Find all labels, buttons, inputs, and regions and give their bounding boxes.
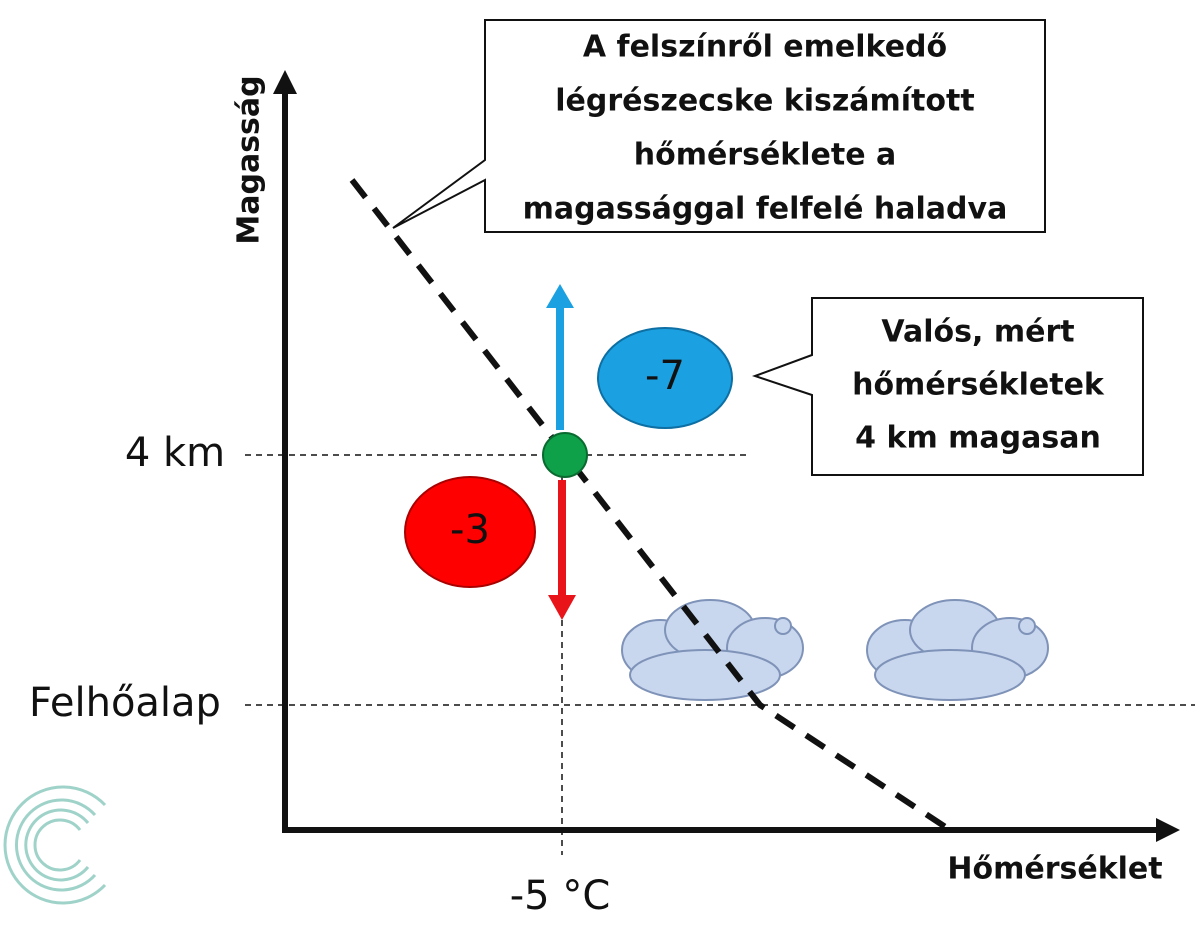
- x-axis-label: Hőmérséklet: [947, 852, 1162, 887]
- cold-bubble: [597, 327, 733, 429]
- cloud: [866, 599, 1049, 701]
- parcel: [542, 432, 588, 478]
- y-axis-label: Magasság: [232, 75, 267, 244]
- temperature-label: -5 °C: [510, 873, 611, 919]
- callout-text: Valós, mért: [881, 315, 1074, 350]
- height-label: 4 km: [125, 430, 225, 476]
- warm-bubble: [404, 476, 536, 588]
- callout-box: [392, 19, 1046, 233]
- logo: [3, 785, 107, 905]
- lapse-rate-line: [349, 178, 952, 833]
- callout-text: magassággal felfelé haladva: [523, 192, 1008, 227]
- callout-text: 4 km magasan: [855, 421, 1101, 456]
- callout-text: A felszínről emelkedő: [583, 30, 947, 65]
- cold-value: -7: [645, 353, 685, 399]
- callout-text: hőmérsékletek: [852, 368, 1105, 403]
- down-arrow-head: [548, 595, 576, 620]
- cloud: [621, 599, 804, 701]
- warm-value: -3: [450, 507, 490, 553]
- up-arrow-head: [546, 284, 574, 308]
- callout-text: légrészecske kiszámított: [555, 84, 974, 119]
- cloud-base-label: Felhőalap: [29, 680, 221, 726]
- callout-box: [751, 297, 1144, 476]
- callout-text: hőmérséklete a: [634, 138, 897, 173]
